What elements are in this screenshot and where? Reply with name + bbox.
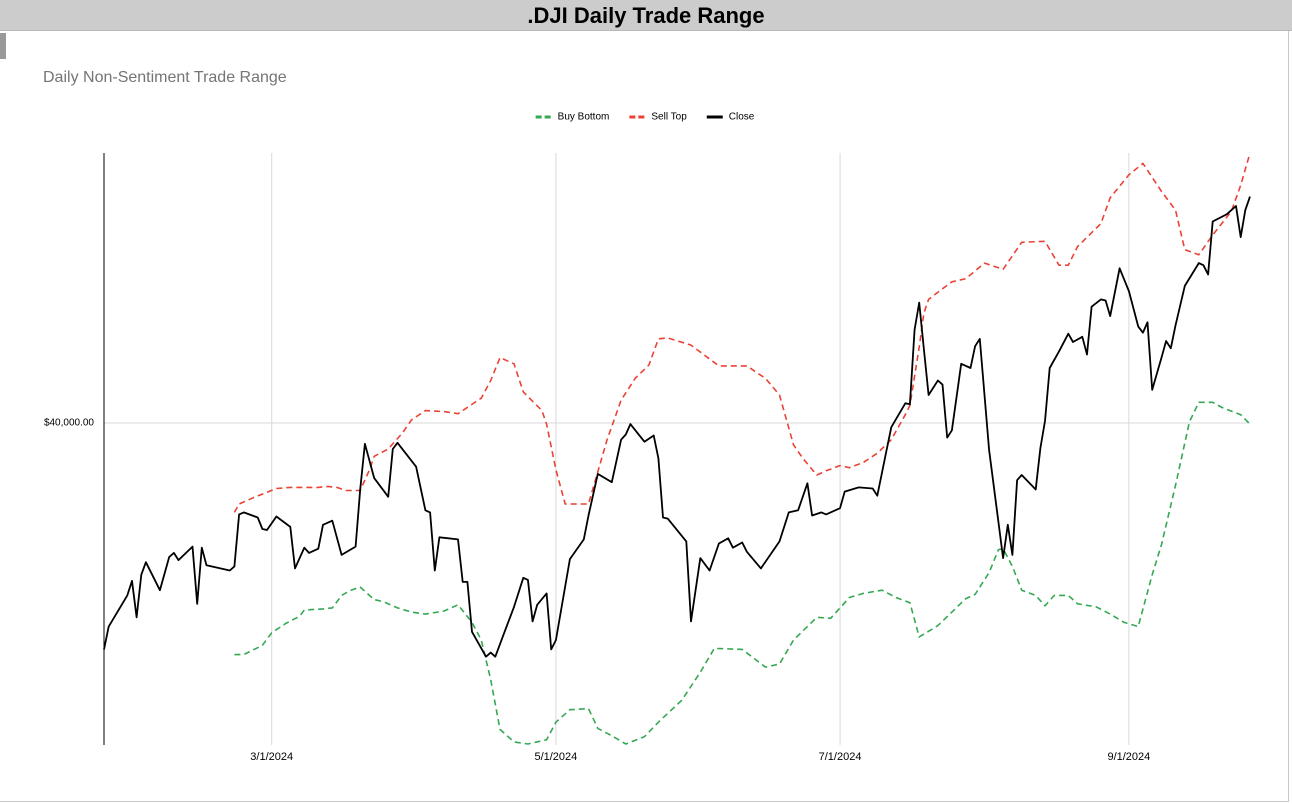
legend-label: Close [729, 112, 755, 123]
legend-label: Buy Bottom [558, 112, 610, 123]
series-line [233, 152, 1251, 513]
chart-title: Daily Non-Sentiment Trade Range [43, 69, 287, 86]
y-tick-label: $40,000.00 [44, 418, 94, 429]
x-tick-label: 3/1/2024 [250, 751, 293, 763]
x-tick-label: 5/1/2024 [534, 751, 577, 763]
sheet-title: .DJI Daily Trade Range [0, 0, 1292, 31]
legend-label: Sell Top [651, 112, 687, 123]
x-tick-label: 7/1/2024 [819, 751, 862, 763]
x-tick-label: 9/1/2024 [1107, 751, 1150, 763]
resize-handle [0, 33, 6, 59]
series-line [234, 401, 1251, 745]
chart-frame [0, 31, 1289, 802]
series-line [103, 196, 1251, 658]
